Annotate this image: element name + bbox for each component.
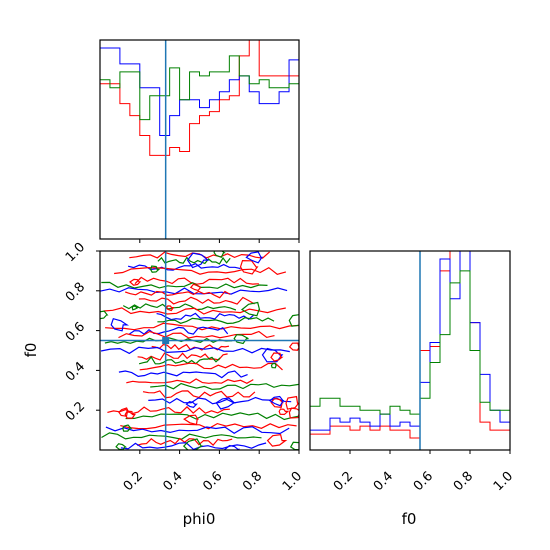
x-tick-label: 0.4 [161, 469, 186, 494]
hist-series-line [100, 40, 299, 239]
contour-island [261, 347, 284, 363]
contour-path [148, 396, 292, 405]
contour-island [122, 424, 133, 432]
contour-island [110, 317, 129, 332]
contour-island [245, 251, 263, 264]
y-tick-label: 0.6 [63, 320, 88, 345]
contour-island [239, 259, 259, 275]
contour-path [125, 412, 299, 421]
histogram-steps [310, 251, 510, 450]
panel-frame [99, 250, 300, 451]
contour-island [266, 434, 288, 447]
x-tick-label: 0.4 [371, 469, 396, 494]
contour-path [134, 276, 259, 285]
contour-island [115, 443, 128, 450]
contour-island [213, 251, 227, 259]
contour-path [101, 281, 268, 289]
contour-island [129, 278, 142, 286]
y-axis-label-f0: f0 [22, 343, 40, 358]
contour-path [138, 355, 221, 365]
contour-island [182, 438, 204, 450]
contour-path [118, 330, 275, 339]
contour-path [105, 426, 290, 435]
contour-path [122, 303, 237, 311]
contour-island [186, 252, 210, 269]
phi0-histogram-panel [100, 40, 299, 239]
x-tick-label: 0.6 [411, 469, 436, 494]
contour-island [270, 362, 277, 369]
contour-island [149, 265, 161, 273]
contour-path [125, 290, 231, 299]
contour-path [126, 378, 254, 384]
contour-island [285, 395, 299, 410]
x-tick-label: 1.0 [491, 469, 516, 494]
hist-series-line [310, 251, 510, 450]
hist-series-line [310, 270, 510, 450]
x-tick-label: 0.8 [451, 469, 476, 494]
contour-path [105, 322, 299, 331]
hist-series-line [100, 47, 299, 239]
contour-path [103, 307, 286, 315]
contour-island [124, 410, 136, 419]
contour-island [270, 352, 284, 362]
x-tick-label: 0.8 [240, 469, 265, 494]
contour-path [156, 312, 254, 321]
contour-island [185, 401, 198, 408]
x-axis-label-phi0: phi0 [183, 510, 216, 528]
contour-path [118, 370, 248, 379]
y-tick-label: 1.0 [63, 240, 88, 265]
contour-island [224, 444, 241, 450]
contour-path [127, 263, 241, 271]
contour-island [240, 301, 261, 317]
contour-path [150, 382, 299, 390]
x-axis-label-f0: f0 [402, 510, 417, 528]
x-tick-label: 0.6 [200, 469, 225, 494]
contour-path [120, 422, 297, 430]
contour-path [139, 362, 283, 371]
contour-island [288, 342, 299, 351]
contour-island [100, 310, 109, 320]
x-tick-label: 0.2 [331, 469, 356, 494]
contour-path [142, 390, 256, 399]
x-tick-label: 0.2 [121, 469, 146, 494]
histogram-steps [100, 40, 299, 239]
y-tick-label: 0.4 [63, 359, 88, 384]
hist-series-line [100, 55, 299, 239]
contour-island [183, 414, 199, 426]
contour-island [215, 397, 236, 410]
contour-path [137, 352, 228, 361]
contour-island [278, 408, 290, 416]
contour-path [101, 432, 262, 440]
panel-frame [309, 250, 511, 451]
contour-path [136, 437, 233, 446]
f0-histogram-panel [310, 251, 510, 450]
x-tick-label: 1.0 [280, 469, 305, 494]
truth-marker [162, 337, 170, 345]
contour-island [164, 305, 175, 312]
contour-island [189, 283, 201, 292]
contour-path [114, 266, 287, 275]
contour-island [268, 395, 285, 407]
contour-lines [100, 251, 299, 450]
contour-island [288, 314, 299, 327]
panel-frame [99, 39, 300, 240]
y-tick-label: 0.2 [63, 399, 88, 424]
contour-path [157, 317, 275, 325]
contour-island [233, 334, 249, 345]
contour-path [138, 296, 255, 305]
contour-island [288, 407, 299, 419]
contour-island [289, 441, 299, 450]
contour-path [128, 326, 229, 335]
y-tick-label: 0.8 [63, 280, 88, 305]
contour-path [157, 256, 231, 265]
contour-path [120, 442, 267, 450]
contour-path [100, 346, 290, 355]
contour-island [131, 305, 140, 311]
phi0-f0-contour-panel [100, 251, 299, 450]
